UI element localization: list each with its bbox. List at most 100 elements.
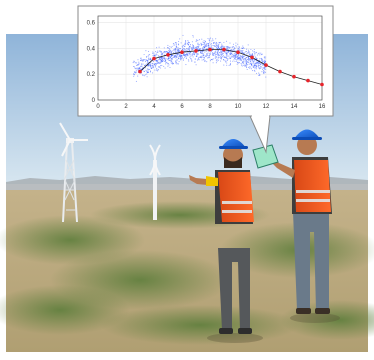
scatter-point bbox=[260, 59, 263, 61]
scatter-point bbox=[177, 53, 179, 55]
scatter-point bbox=[223, 64, 225, 66]
scatter-point bbox=[148, 54, 150, 56]
scatter-point bbox=[174, 55, 176, 57]
scatter-point bbox=[198, 44, 200, 46]
scatter-point bbox=[260, 67, 262, 69]
scatter-point bbox=[225, 57, 227, 60]
scatter-point bbox=[197, 46, 199, 48]
scatter-point bbox=[265, 68, 267, 70]
scatter-point bbox=[187, 42, 189, 44]
scatter-point bbox=[172, 52, 175, 54]
scatter-point bbox=[169, 45, 171, 48]
scatter-point bbox=[215, 38, 217, 40]
scatter-point bbox=[167, 47, 169, 49]
scatter-point bbox=[201, 38, 203, 40]
scatter-point bbox=[258, 66, 260, 68]
scatter-point bbox=[170, 55, 172, 57]
scatter-point bbox=[240, 56, 242, 59]
scatter-point bbox=[176, 59, 178, 61]
scatter-point bbox=[216, 45, 218, 47]
scatter-point bbox=[190, 53, 192, 55]
scatter-point bbox=[170, 57, 172, 59]
scatter-point bbox=[211, 47, 213, 50]
scatter-point bbox=[185, 49, 187, 51]
scatter-point bbox=[225, 55, 227, 57]
scatter-point bbox=[203, 43, 205, 45]
scatter-point bbox=[237, 47, 239, 49]
worker-woman bbox=[189, 139, 263, 343]
scatter-point bbox=[225, 60, 227, 62]
scatter-point bbox=[241, 56, 243, 58]
scatter-point bbox=[232, 46, 234, 48]
scatter-point bbox=[168, 64, 170, 66]
scatter-point bbox=[206, 46, 208, 48]
scatter-point bbox=[247, 52, 249, 54]
scatter-point bbox=[217, 45, 219, 47]
scatter-point bbox=[153, 63, 155, 65]
scatter-point bbox=[240, 55, 242, 57]
scatter-point bbox=[254, 68, 256, 70]
scatter-point bbox=[157, 66, 160, 68]
scatter-point bbox=[234, 52, 236, 54]
scatter-point bbox=[134, 67, 136, 69]
scatter-point bbox=[178, 58, 180, 60]
scatter-point bbox=[225, 57, 228, 59]
scatter-point bbox=[206, 61, 208, 63]
scatter-point bbox=[137, 59, 139, 61]
scatter-point bbox=[205, 50, 207, 52]
scatter-point bbox=[216, 51, 218, 54]
scatter-point bbox=[227, 46, 230, 49]
scatter-point bbox=[235, 44, 237, 46]
binned-marker bbox=[306, 78, 310, 83]
scatter-point bbox=[192, 47, 194, 49]
scatter-point bbox=[215, 59, 217, 61]
scatter-point bbox=[149, 70, 152, 72]
scatter-point bbox=[145, 50, 147, 52]
scatter-point bbox=[165, 61, 167, 64]
scatter-point bbox=[209, 53, 211, 55]
scatter-point bbox=[242, 45, 244, 47]
scatter-point bbox=[176, 63, 178, 65]
scatter-point bbox=[204, 41, 206, 44]
scatter-point bbox=[166, 63, 168, 65]
scatter-point bbox=[245, 64, 247, 66]
scatter-point bbox=[190, 55, 192, 57]
scatter-point bbox=[204, 43, 206, 45]
scatter-point bbox=[241, 50, 243, 52]
scatter-point bbox=[197, 49, 199, 51]
scatter-point bbox=[154, 64, 156, 67]
scatter-point bbox=[263, 70, 265, 72]
scatter-point bbox=[203, 42, 205, 44]
scatter-point bbox=[149, 53, 151, 56]
scatter-point bbox=[243, 47, 245, 50]
scatter-point bbox=[182, 47, 184, 49]
scatter-point bbox=[155, 59, 157, 61]
scatter-point bbox=[238, 56, 240, 59]
scatter-point bbox=[196, 55, 198, 57]
scatter-point bbox=[219, 56, 221, 58]
scatter-point bbox=[198, 57, 200, 59]
scatter-point bbox=[224, 46, 226, 48]
scatter-point bbox=[258, 52, 260, 54]
scatter-point bbox=[242, 61, 244, 63]
scatter-point bbox=[137, 75, 139, 77]
scatter-point bbox=[220, 41, 222, 43]
y-tick-label: 0 bbox=[92, 98, 96, 104]
scatter-point bbox=[248, 63, 250, 65]
scatter-point bbox=[189, 50, 191, 52]
scatter-point bbox=[207, 52, 209, 54]
scatter-point bbox=[252, 59, 254, 61]
scatter-point bbox=[149, 58, 151, 60]
binned-marker bbox=[222, 47, 226, 52]
scatter-point bbox=[210, 37, 212, 39]
scatter-point bbox=[229, 54, 232, 56]
scatter-point bbox=[149, 71, 152, 73]
scatter-point bbox=[221, 53, 223, 55]
scatter-point bbox=[170, 62, 172, 64]
scatter-point bbox=[264, 58, 266, 60]
scatter-point bbox=[217, 47, 220, 49]
scatter-point bbox=[206, 53, 208, 55]
scatter-point bbox=[197, 58, 199, 60]
scatter-point bbox=[242, 47, 244, 50]
scatter-point bbox=[172, 63, 174, 65]
